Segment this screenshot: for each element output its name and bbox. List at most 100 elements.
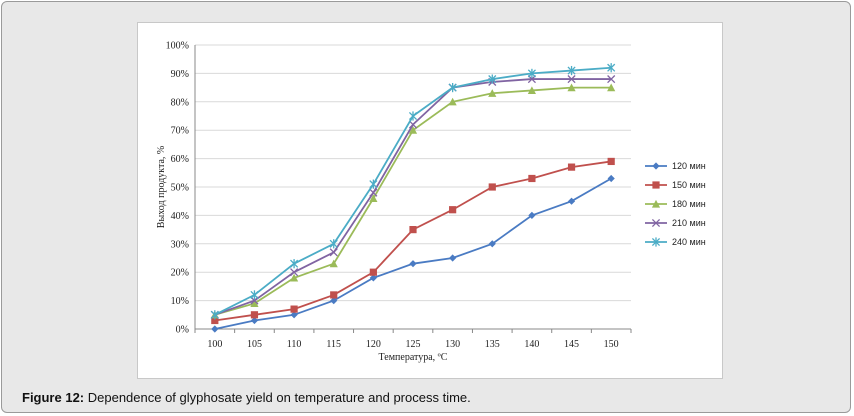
data-point-180-мин bbox=[250, 299, 259, 308]
data-point-240-мин bbox=[448, 83, 457, 93]
data-point-180-мин bbox=[607, 83, 616, 92]
data-point-150-мин bbox=[567, 163, 576, 171]
data-point-120-мин bbox=[567, 197, 576, 205]
data-point-210-мин bbox=[369, 188, 378, 197]
x-tick-label: 120 bbox=[366, 339, 381, 350]
data-point-150-мин bbox=[449, 206, 457, 214]
y-tick-label: 0% bbox=[176, 325, 189, 336]
x-tick-label: 140 bbox=[524, 339, 539, 350]
legend-marker bbox=[651, 218, 661, 228]
data-point-240-мин bbox=[527, 68, 536, 78]
data-point-240-мин bbox=[567, 65, 576, 76]
legend-item-120-мин: 120 мин bbox=[645, 161, 706, 171]
legend-item-150-мин: 150 мин bbox=[645, 180, 706, 190]
data-point-120-мин bbox=[409, 260, 417, 268]
y-tick-label: 30% bbox=[171, 239, 189, 250]
y-tick-label: 20% bbox=[171, 268, 189, 279]
data-point-210-мин bbox=[607, 75, 616, 84]
data-point-150-мин bbox=[330, 291, 338, 299]
legend-label: 180 мин bbox=[672, 199, 706, 209]
data-point-120-мин bbox=[330, 297, 338, 305]
data-point-240-мин bbox=[329, 239, 338, 249]
y-tick-label: 100% bbox=[166, 41, 189, 52]
data-point-120-мин bbox=[211, 325, 219, 333]
marker-stroke bbox=[651, 218, 661, 228]
data-point-120-мин bbox=[369, 274, 377, 282]
marker-stroke bbox=[607, 75, 616, 84]
data-point-240-мин bbox=[290, 259, 299, 269]
data-point-180-мин bbox=[289, 273, 299, 282]
data-point-240-мин bbox=[369, 179, 378, 189]
marker-stroke bbox=[408, 120, 418, 129]
legend-marker bbox=[652, 181, 660, 189]
figure-caption: Figure 12: Dependence of glyphosate yiel… bbox=[22, 390, 471, 405]
y-tick-label: 40% bbox=[171, 211, 189, 222]
data-point-180-мин bbox=[408, 126, 418, 134]
legend-item-210-мин: 210 мин bbox=[645, 218, 706, 228]
data-point-240-мин bbox=[210, 310, 219, 320]
series-line-240-мин bbox=[214, 66, 612, 316]
x-tick-label: 110 bbox=[287, 339, 302, 350]
data-point-210-мин bbox=[329, 248, 338, 257]
data-point-240-мин bbox=[408, 111, 418, 121]
series-line-120-мин bbox=[214, 177, 612, 330]
data-point-180-мин bbox=[527, 86, 537, 95]
y-tick-label: 80% bbox=[171, 97, 189, 108]
data-point-150-мин bbox=[211, 316, 219, 325]
y-tick-label: 90% bbox=[171, 69, 189, 80]
marker-stroke bbox=[329, 248, 338, 257]
y-axis-title: Выход продукта, % bbox=[156, 146, 167, 228]
chart-area: 0% 10% 20% 30% 40% 50% 60% 70% 80% 90% 100% 100 105 1… bbox=[137, 22, 723, 379]
data-point-120-мин bbox=[528, 211, 536, 219]
data-point-240-мин bbox=[488, 74, 497, 84]
data-point-210-мин bbox=[567, 75, 576, 84]
legend-label: 150 мин bbox=[672, 180, 706, 190]
data-point-150-мин bbox=[250, 311, 259, 319]
data-point-240-мин bbox=[250, 290, 259, 300]
marker-stroke bbox=[369, 188, 378, 197]
caption-text: Dependence of glyphosate yield on temper… bbox=[84, 390, 471, 405]
x-tick-label: 145 bbox=[564, 339, 579, 350]
legend-marker bbox=[651, 199, 661, 208]
legend-marker bbox=[651, 237, 661, 247]
marker-stroke bbox=[567, 75, 576, 84]
y-tick-label: 50% bbox=[171, 183, 189, 194]
data-point-240-мин bbox=[607, 63, 616, 73]
legend-marker bbox=[652, 162, 660, 170]
x-tick-label: 115 bbox=[326, 339, 341, 350]
data-point-150-мин bbox=[409, 226, 417, 234]
data-point-150-мин bbox=[488, 183, 496, 191]
data-point-180-мин bbox=[448, 97, 457, 106]
series-line-180-мин bbox=[214, 86, 612, 316]
data-point-180-мин bbox=[329, 259, 338, 268]
x-tick-label: 135 bbox=[485, 339, 500, 350]
data-point-150-мин bbox=[369, 268, 377, 276]
data-point-180-мин bbox=[369, 194, 378, 202]
series-line-150-мин bbox=[214, 160, 612, 322]
y-tick-label: 10% bbox=[171, 296, 189, 307]
x-axis-title: Температура, ºС bbox=[379, 352, 448, 363]
legend-item-240-мин: 240 мин bbox=[645, 237, 706, 247]
x-tick-label: 125 bbox=[406, 339, 421, 350]
caption-label: Figure 12: bbox=[22, 390, 85, 405]
y-tick-label: 60% bbox=[171, 154, 189, 165]
data-point-120-мин bbox=[607, 174, 615, 183]
legend-item-180-мин: 180 мин bbox=[645, 199, 706, 209]
data-point-180-мин bbox=[567, 83, 576, 92]
x-tick-label: 130 bbox=[445, 339, 460, 350]
x-tick-label: 105 bbox=[247, 339, 262, 350]
data-point-180-мин bbox=[488, 89, 497, 97]
y-tick-label: 70% bbox=[171, 126, 189, 137]
legend-label: 120 мин bbox=[672, 161, 706, 171]
x-tick-label: 100 bbox=[207, 339, 222, 350]
legend-label: 210 мин bbox=[672, 218, 706, 228]
x-tick-label: 150 bbox=[604, 339, 619, 350]
data-point-210-мин bbox=[290, 268, 299, 277]
marker-stroke bbox=[290, 268, 299, 277]
data-point-210-мин bbox=[408, 120, 418, 129]
data-point-150-мин bbox=[528, 174, 536, 183]
data-point-150-мин bbox=[290, 305, 298, 313]
legend-label: 240 мин bbox=[672, 237, 706, 247]
data-point-150-мин bbox=[607, 157, 615, 166]
